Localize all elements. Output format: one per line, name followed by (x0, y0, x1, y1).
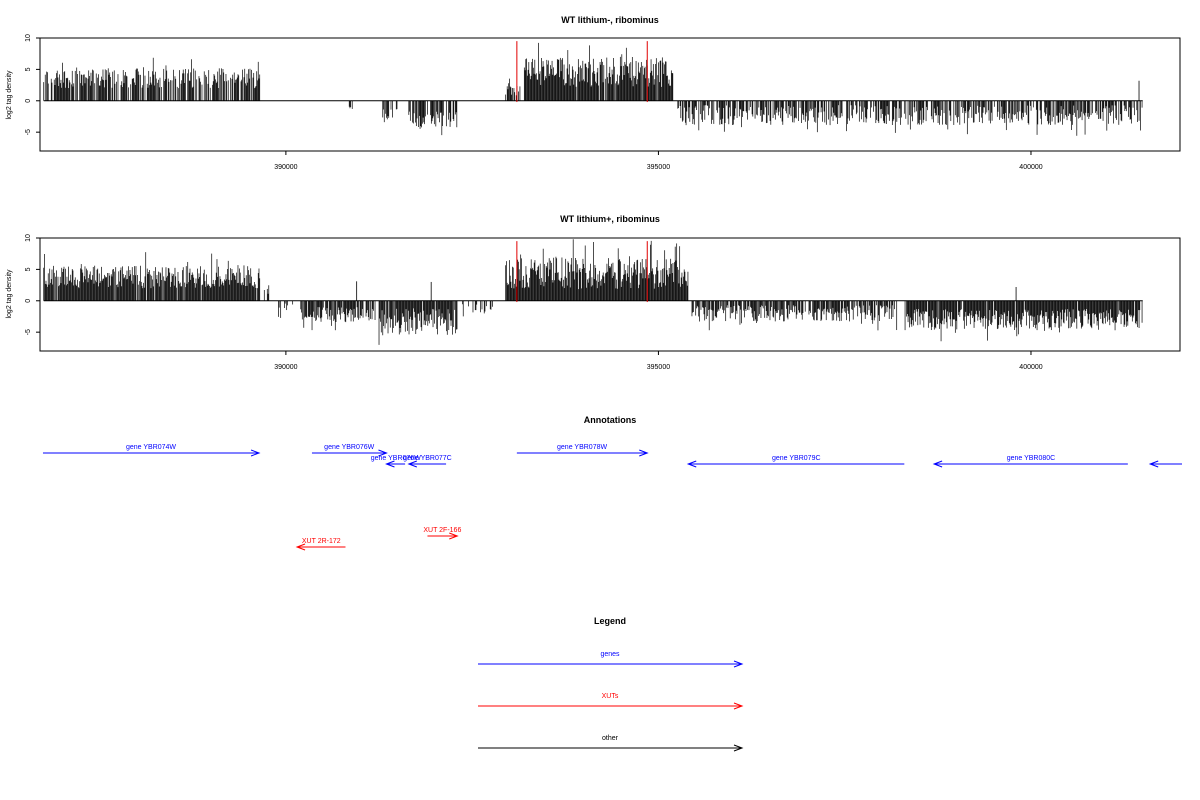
region-markers (516, 241, 648, 303)
x-tick-label: 400000 (1019, 164, 1042, 171)
annotation-arrow-head (250, 449, 261, 457)
y-axis-label: log2 tag density (6, 70, 13, 120)
plot-frame (39, 237, 1181, 352)
annotation-label: gene YBR076W (324, 444, 374, 451)
legend-arrow-head (733, 744, 744, 752)
x-axis: 390000 395000 400000 (274, 351, 1043, 371)
y-tick-label: 10 (25, 34, 32, 42)
annotation-arrow-head (378, 449, 388, 457)
annotations-title: Annotations (584, 415, 637, 425)
x-tick-label: 400000 (1019, 364, 1042, 371)
x-tick-label: 395000 (647, 364, 670, 371)
annotation-label: gene YBR076W (371, 455, 421, 462)
x-axis: 390000 395000 400000 (274, 151, 1043, 171)
annotation-arrow-head (449, 532, 459, 540)
annotation-label: XUT 2R-172 (302, 538, 341, 545)
y-axis: -5 0 5 10 (25, 234, 40, 335)
annotations-track: Annotations gene YBR074W gene YBR076Wgene… (42, 415, 1182, 551)
annotation-arrow-head (407, 460, 417, 468)
legend-items: genes XUTs other (478, 651, 744, 752)
annotation-arrow-head (385, 460, 395, 468)
annotation-label: gene YBR077C (403, 455, 452, 462)
coverage-bars (43, 239, 1143, 345)
panel-lithium-minus: WT lithium-, ribominus log2 tag density … (6, 15, 1181, 171)
region-markers (516, 41, 648, 103)
panel-title: WT lithium+, ribominus (560, 214, 660, 224)
panel-title: WT lithium-, ribominus (561, 15, 659, 25)
y-tick-label: 0 (25, 99, 32, 103)
legend-arrow-head (733, 660, 744, 668)
annotation-arrow-head (639, 449, 649, 457)
y-tick-label: 0 (25, 299, 32, 303)
y-axis-label: log2 tag density (6, 269, 13, 319)
y-tick-label: 10 (25, 234, 32, 242)
annotation-label: gene YBR078W (557, 444, 607, 451)
legend-label: genes (600, 651, 620, 658)
x-tick-label: 390000 (274, 364, 297, 371)
x-tick-label: 395000 (647, 164, 670, 171)
legend-label: other (602, 735, 619, 742)
annotation-arrow-head (686, 460, 697, 468)
y-tick-label: -5 (25, 329, 32, 335)
annotation-arrow-head (295, 543, 306, 551)
legend: Legend genes XUTs other (478, 616, 744, 752)
annotation-arrow-head (932, 460, 943, 468)
annotation-arrow-head (1148, 460, 1159, 468)
annotation-label: XUT 2F-166 (423, 527, 461, 534)
y-tick-label: -5 (25, 129, 32, 135)
y-tick-label: 5 (25, 267, 32, 271)
legend-arrow-head (733, 702, 744, 710)
y-axis: -5 0 5 10 (25, 34, 40, 135)
y-tick-label: 5 (25, 67, 32, 71)
panel-lithium-plus: WT lithium+, ribominus log2 tag density … (6, 214, 1181, 371)
annotation-label: gene YBR080C (1007, 455, 1056, 462)
x-tick-label: 390000 (274, 164, 297, 171)
annotation-label: gene YBR074W (126, 444, 176, 451)
annotation-label: gene YBR079C (772, 455, 821, 462)
coverage-bars (43, 42, 1143, 136)
legend-title: Legend (594, 616, 626, 626)
plot-frame (39, 37, 1181, 152)
legend-label: XUTs (602, 693, 619, 700)
